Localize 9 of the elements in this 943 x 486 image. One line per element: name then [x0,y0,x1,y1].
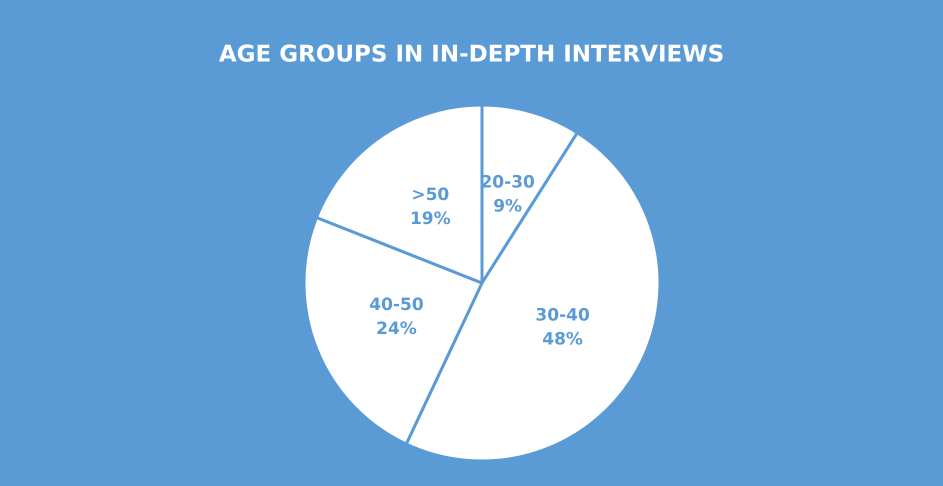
slice-label: 40-50 [369,294,424,315]
data-label: 24% [376,318,417,339]
data-label: 19% [410,208,451,229]
data-label: 48% [542,329,583,350]
slice-label: 30-40 [535,305,590,326]
chart-title: AGE GROUPS IN IN-DEPTH INTERVIEWS [218,42,724,68]
slice-label: 20-30 [480,172,536,193]
data-label: 9% [493,196,522,217]
slice-label: >50 [411,184,450,205]
